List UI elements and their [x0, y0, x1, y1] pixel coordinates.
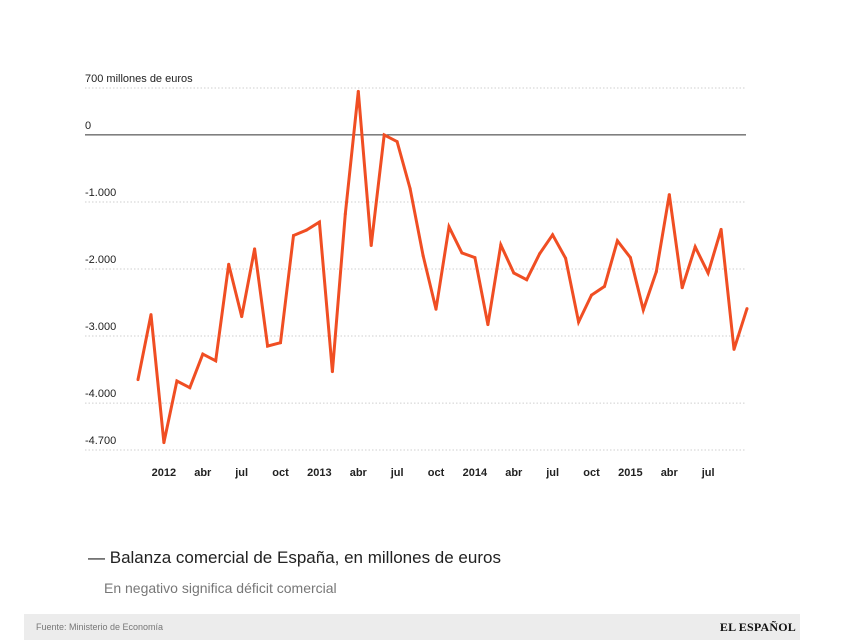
y-tick-label: -1.000 [85, 187, 116, 199]
x-tick-label: 2012 [152, 467, 176, 479]
gridlines [85, 87, 746, 451]
data-point [577, 320, 581, 324]
data-point [680, 286, 684, 290]
y-tick-label: 700 millones de euros [85, 73, 193, 85]
data-point [667, 193, 671, 197]
data-point [693, 245, 697, 249]
data-point [473, 256, 477, 260]
data-point [395, 140, 399, 144]
series-line [136, 91, 749, 443]
x-tick-label: 2014 [463, 467, 488, 479]
footer-bar: Fuente: Ministerio de Economía EL ESPAÑO… [24, 614, 800, 640]
x-tick-label: jul [234, 467, 248, 479]
line-chart: 700 millones de euros 0 -1.000 -2.000 -3.000… [85, 73, 749, 479]
data-point [304, 228, 308, 232]
data-point [292, 234, 295, 237]
x-tick-label: jul [545, 467, 559, 479]
data-point [641, 308, 645, 312]
data-point [240, 315, 244, 319]
data-point [628, 256, 632, 260]
data-point [136, 378, 140, 382]
data-point [214, 359, 218, 363]
data-point [408, 187, 412, 191]
x-tick-label: jul [701, 467, 715, 479]
x-tick-label: abr [661, 467, 679, 479]
data-point [654, 270, 658, 274]
data-point [460, 251, 464, 255]
chart-subtitle: En negativo significa déficit comercial [104, 580, 337, 596]
y-tick-label: -3.000 [85, 321, 116, 333]
y-tick-label: -4.700 [85, 435, 116, 447]
data-point [253, 247, 257, 251]
data-point [745, 307, 749, 311]
footer-source: Fuente: Ministerio de Economía [36, 622, 164, 632]
y-tick-label: -2.000 [85, 254, 116, 266]
x-tick-label: jul [390, 467, 404, 479]
data-point [330, 370, 334, 374]
data-point [149, 313, 153, 317]
y-tick-label: 0 [85, 120, 91, 132]
data-point [719, 227, 723, 231]
x-tick-label: oct [272, 467, 289, 479]
x-tick-label: oct [428, 467, 445, 479]
x-tick-label: 2013 [307, 467, 331, 479]
data-point [188, 386, 192, 390]
y-axis-tick-labels: 700 millones de euros 0 -1.000 -2.000 -3.000… [85, 73, 193, 447]
data-point [434, 307, 438, 311]
data-point [564, 256, 568, 260]
data-point [382, 133, 386, 137]
data-point [538, 252, 542, 256]
x-axis-tick-labels: 2012 abr jul oct 2013 abr jul oct 2014 abr jul oct 2… [152, 467, 715, 479]
x-tick-label: abr [350, 467, 368, 479]
data-point [603, 284, 606, 288]
data-point [266, 344, 270, 348]
legend-line-marker: — [88, 548, 105, 567]
x-tick-label: oct [583, 467, 600, 479]
data-point [732, 347, 736, 351]
data-point [447, 225, 451, 229]
data-point [706, 271, 710, 275]
data-point [512, 271, 516, 275]
data-point [421, 254, 425, 258]
data-point [499, 243, 503, 247]
data-point [551, 233, 555, 237]
data-point [356, 89, 360, 93]
series-lines [136, 89, 749, 445]
data-point [615, 239, 619, 243]
data-point [343, 212, 347, 216]
y-tick-label: -4.000 [85, 388, 116, 400]
data-point [279, 341, 282, 345]
data-point [227, 262, 231, 266]
data-point [369, 244, 373, 247]
data-point [525, 278, 529, 282]
data-point [162, 441, 166, 445]
data-point [486, 323, 490, 327]
x-tick-label: 2015 [618, 467, 642, 479]
data-point [317, 220, 321, 224]
data-point [590, 293, 593, 297]
data-point [175, 379, 179, 383]
x-tick-label: abr [194, 467, 212, 479]
chart-title: Balanza comercial de España, en millones… [109, 548, 501, 567]
x-tick-label: abr [505, 467, 523, 479]
brand-logo: EL ESPAÑOL [719, 620, 796, 634]
chart-legend: — Balanza comercial de España, en millon… [88, 548, 501, 568]
data-point [201, 352, 205, 356]
